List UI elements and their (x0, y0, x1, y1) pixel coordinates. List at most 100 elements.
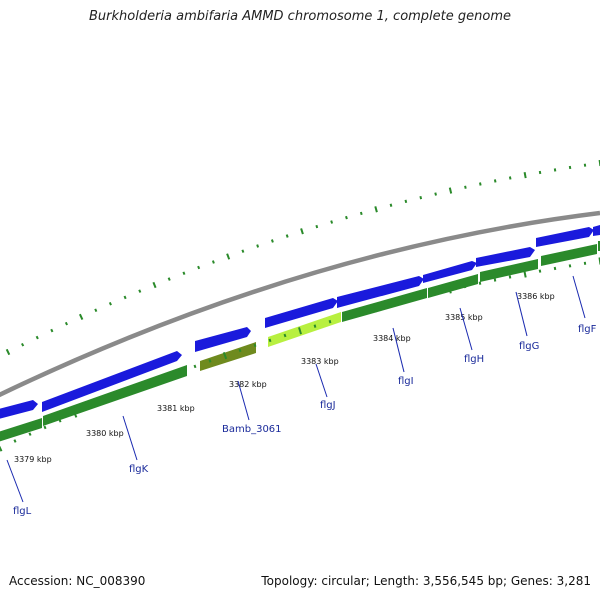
tick-mark (568, 165, 572, 170)
tick-mark (389, 203, 393, 207)
tick-mark (374, 206, 378, 213)
gene-arrow[interactable] (337, 276, 424, 308)
gene-label[interactable]: flgF (578, 324, 597, 335)
tick-mark (5, 348, 11, 356)
label-line (237, 380, 250, 421)
gene-labels: flgL flgK Bamb_3061 flgJ flgI flgH flgG … (13, 324, 597, 517)
tick-mark (315, 224, 319, 229)
tick-mark (345, 215, 348, 220)
tick-mark (64, 321, 69, 326)
tick-mark (123, 295, 127, 300)
gene-arrow[interactable] (0, 418, 42, 443)
tick-mark (448, 187, 453, 194)
tick-mark (448, 286, 452, 294)
gene-arrow[interactable] (428, 274, 478, 298)
genome-summary: Topology: circular; Length: 3,556,545 bp… (261, 574, 591, 588)
gene-arrow[interactable] (200, 342, 256, 371)
scale-tick-ring (0, 257, 600, 452)
gene-label[interactable]: flgK (129, 464, 149, 475)
tick-mark (268, 338, 272, 343)
tick-mark (138, 289, 142, 293)
label-line (572, 275, 586, 319)
tick-mark (241, 249, 245, 253)
tick-mark (523, 270, 527, 278)
gene-label[interactable]: flgL (13, 506, 32, 517)
scale-label: 3380 kbp (86, 429, 124, 438)
gene-arrow[interactable] (342, 288, 427, 322)
label-line (122, 415, 138, 461)
tick-mark (403, 299, 407, 303)
gene-arrow[interactable] (42, 351, 182, 412)
tick-mark (418, 295, 422, 299)
scale-label: 3386 kbp (517, 292, 555, 301)
label-line (6, 459, 24, 503)
gene-label[interactable]: Bamb_3061 (222, 424, 282, 435)
label-line (392, 327, 405, 373)
tick-mark (358, 311, 362, 315)
gene-arrow[interactable] (593, 225, 600, 236)
tick-mark (270, 239, 274, 243)
tick-mark (283, 333, 287, 338)
scale-label: 3385 kbp (445, 313, 483, 322)
tick-mark (13, 439, 17, 443)
tick-mark (330, 220, 334, 224)
tick-mark (118, 393, 122, 398)
tick-mark (253, 343, 257, 348)
tick-mark (178, 370, 182, 374)
tick-mark (433, 291, 437, 296)
gene-arrow[interactable] (0, 400, 38, 420)
gene-arrow[interactable] (476, 247, 535, 267)
gene-arrow[interactable] (536, 227, 594, 247)
tick-mark (226, 253, 231, 260)
gene-label[interactable]: flgJ (320, 400, 336, 411)
tick-mark (478, 281, 482, 285)
gene-arrow[interactable] (195, 327, 251, 352)
tick-mark (43, 425, 47, 430)
reverse-strand (0, 241, 600, 443)
tick-mark (58, 418, 62, 423)
gene-arrow[interactable] (268, 312, 341, 347)
gene-arrow[interactable] (423, 261, 477, 283)
label-line (459, 307, 473, 351)
gene-arrow[interactable] (480, 259, 538, 282)
tick-mark (211, 260, 215, 264)
tick-mark (208, 359, 212, 363)
map-title: Burkholderia ambifaria AMMD chromosome 1… (88, 9, 512, 24)
tick-mark (359, 211, 363, 216)
tick-mark (538, 269, 542, 273)
tick-mark (256, 244, 260, 248)
tick-mark (404, 199, 408, 204)
label-line (315, 363, 328, 398)
tick-mark (373, 305, 377, 313)
tick-mark (434, 192, 437, 196)
scale-label: 3382 kbp (229, 380, 267, 389)
tick-mark (313, 324, 317, 328)
scale-label: 3379 kbp (14, 455, 52, 464)
tick-mark (298, 327, 302, 335)
tick-mark (21, 342, 25, 347)
scale-label: 3384 kbp (373, 334, 411, 343)
tick-mark (28, 432, 32, 436)
tick-mark (72, 410, 78, 418)
tick-mark (343, 315, 347, 319)
scale-label: 3383 kbp (301, 357, 339, 366)
tick-mark (463, 284, 467, 289)
tick-mark (147, 379, 153, 388)
gene-label[interactable]: flgG (519, 341, 539, 352)
chromosome-backbone (0, 210, 600, 398)
tick-mark (508, 275, 512, 279)
tick-mark (78, 313, 84, 321)
gene-arrow[interactable] (43, 365, 187, 426)
tick-mark (133, 387, 137, 392)
gene-label[interactable]: flgI (398, 376, 414, 387)
tick-mark (94, 308, 98, 313)
tick-mark (152, 281, 157, 289)
gene-label[interactable]: flgH (464, 354, 484, 365)
scale-label: 3381 kbp (157, 404, 195, 413)
tick-mark (197, 265, 201, 270)
gene-arrow[interactable] (541, 244, 597, 266)
gene-arrow[interactable] (265, 298, 338, 328)
forward-strand (0, 225, 600, 420)
tick-mark (182, 271, 186, 275)
